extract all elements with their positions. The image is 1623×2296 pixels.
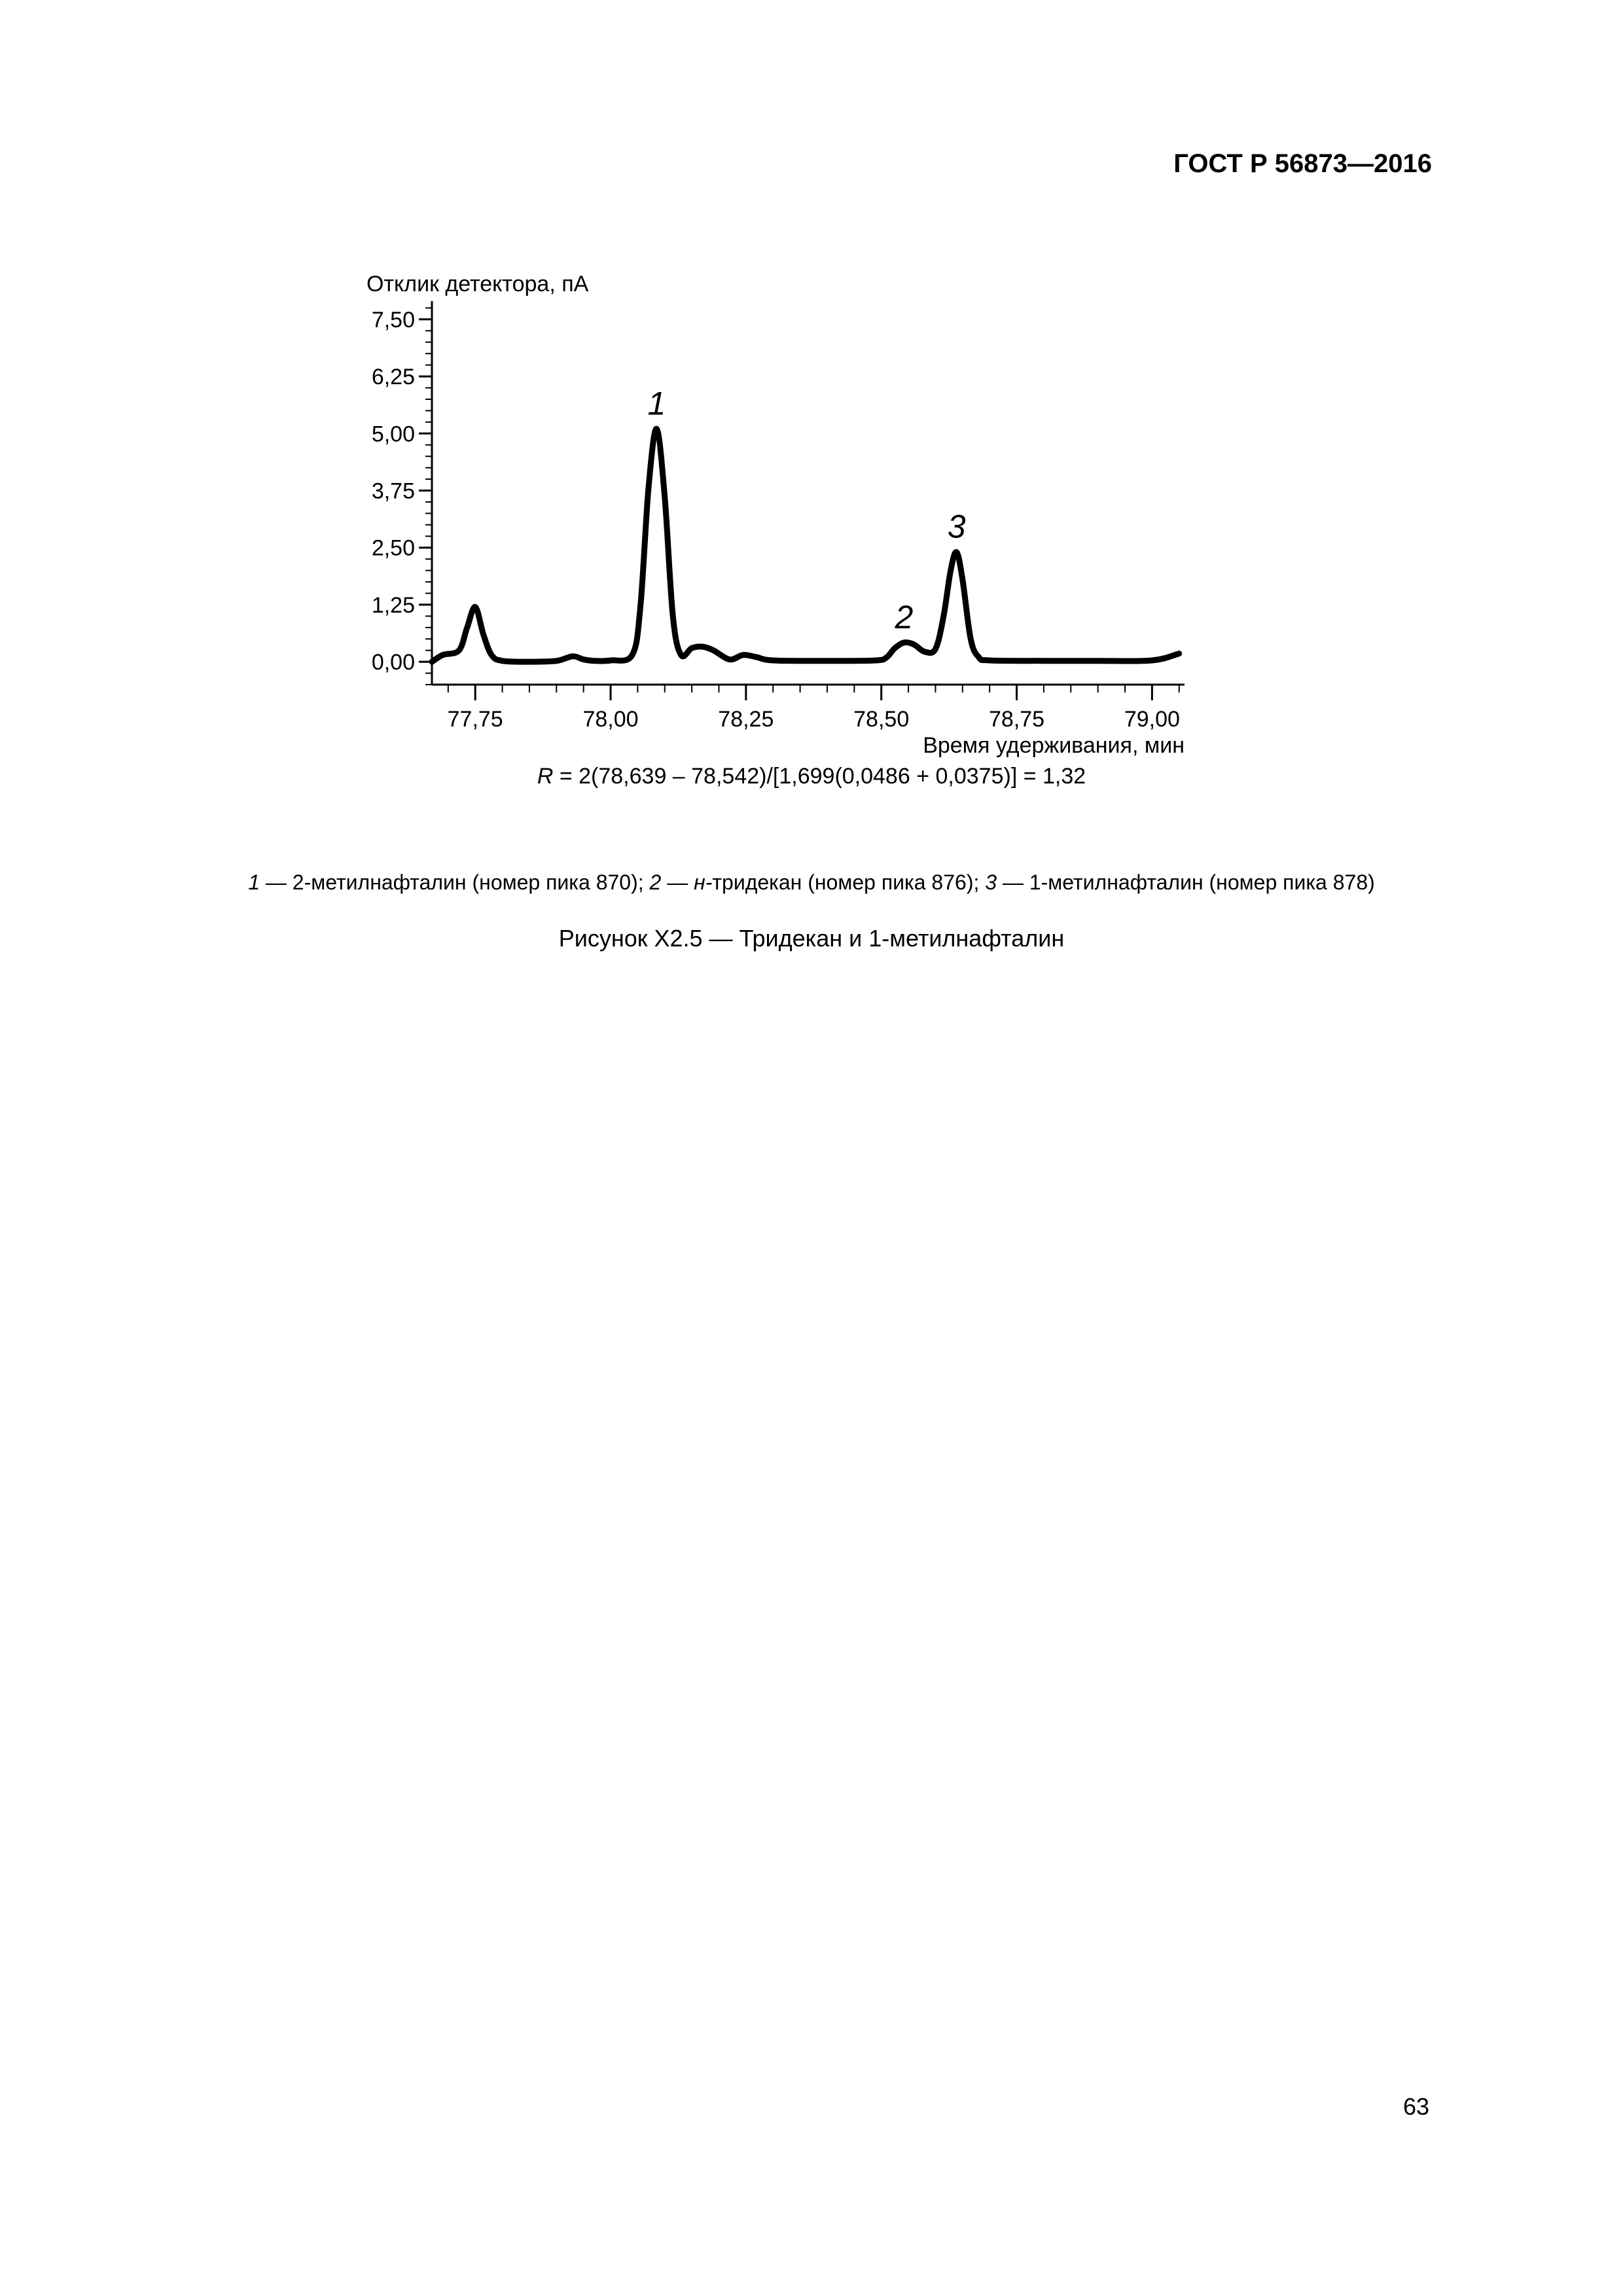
chart-axes	[431, 301, 1185, 686]
y-tick-label: 0,00	[372, 650, 415, 675]
x-tick-label: 78,75	[989, 707, 1044, 732]
resolution-formula: R = 2(78,639 – 78,542)/[1,699(0,0486 + 0…	[0, 764, 1623, 789]
legend-item-text: тридекан (номер пика 876)	[712, 870, 974, 894]
legend-item-number: 1	[248, 870, 260, 894]
legend-item-separator: ;	[973, 870, 986, 894]
x-tick-label: 77,75	[448, 707, 503, 732]
chromatogram-chart: 0,001,252,503,755,006,257,50 77,75 78,00 7…	[366, 272, 1185, 758]
peak-labels: 1 2 3	[647, 385, 965, 635]
x-tick-label: 78,00	[582, 707, 638, 732]
legend-item-text: 1-метилнафталин (номер пика 878)	[1029, 870, 1375, 894]
legend-item: 1 — 2-метилнафталин (номер пика 870);	[248, 870, 649, 894]
peak-annotation: 3	[948, 509, 966, 545]
peak-annotation: 1	[647, 385, 666, 422]
y-axis-label: Отклик детектора, пА	[366, 272, 589, 296]
legend-item-dash: —	[260, 870, 293, 894]
page-number: 63	[1402, 2093, 1429, 2120]
formula-expression: = 2(78,639 – 78,542)/[1,699(0,0486 + 0,0…	[553, 764, 1086, 789]
x-tick-label: 79,00	[1124, 707, 1180, 732]
y-tick-label: 6,25	[372, 365, 415, 389]
peak-annotation: 2	[895, 599, 914, 636]
y-tick-label: 7,50	[372, 308, 415, 332]
x-tick-label: 78,25	[718, 707, 774, 732]
legend-item: 2 — н-тридекан (номер пика 876);	[650, 870, 986, 894]
legend-item-number: 2	[649, 870, 662, 894]
y-ticks: 0,00 1,25 2,50 3,75 5,00 6,25 7,50	[372, 307, 432, 685]
x-tick-label: 78,50	[853, 707, 909, 732]
legend-item-dash: —	[661, 870, 694, 894]
figure-caption: Рисунок Х2.5 — Тридекан и 1-метилнафтали…	[558, 925, 1065, 952]
y-tick-label: 2,50	[372, 536, 415, 561]
formula-variable: R	[537, 764, 554, 789]
legend-item-text: 2-метилнафталин (номер пика 870)	[292, 870, 638, 894]
series-group	[429, 425, 1183, 665]
legend-item-prefix: н-	[694, 870, 713, 894]
document-header: ГОСТ Р 56873—2016	[1173, 149, 1432, 178]
y-tick-label: 5,00	[372, 422, 415, 446]
chromatogram-line	[429, 425, 1183, 665]
y-tick-label: 1,25	[372, 593, 415, 618]
y-tick-label: 3,75	[372, 479, 415, 504]
x-axis-label: Время удерживания, мин	[923, 733, 1185, 758]
x-ticks: 77,75 78,00 78,25 78,50 78,75 79,00	[448, 685, 1180, 732]
legend-item-separator: ;	[637, 870, 650, 894]
peak-legend: 1 — 2-метилнафталин (номер пика 870); 2 …	[0, 870, 1623, 895]
legend-item-dash: —	[997, 870, 1029, 894]
legend-item: 3 — 1-метилнафталин (номер пика 878)	[985, 870, 1375, 894]
legend-item-number: 3	[985, 870, 997, 894]
axis-labels: Отклик детектора, пА Время удерживания, м…	[366, 272, 1185, 758]
